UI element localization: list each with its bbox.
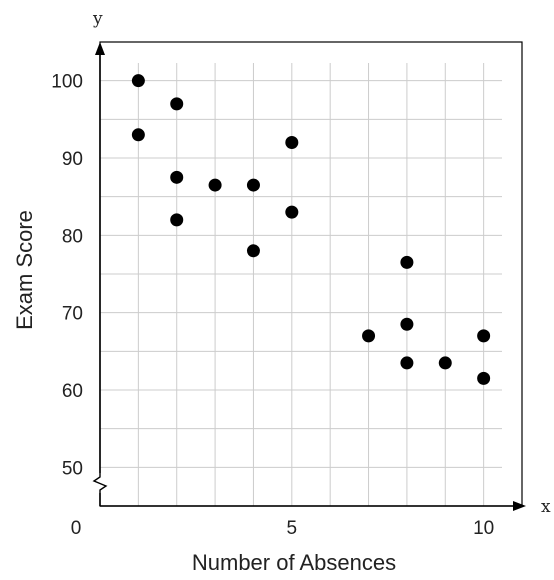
grid-lines (100, 63, 502, 506)
y-axis-break (92, 473, 108, 493)
y-tick-label: 100 (51, 72, 83, 93)
y-tick-label: 70 (62, 304, 83, 325)
y-axis-arrow (95, 42, 105, 55)
data-point (477, 371, 491, 385)
y-tick-label: 50 (62, 458, 83, 479)
x-axis-arrow (513, 501, 526, 511)
data-point (170, 170, 184, 184)
y-tick-label: 60 (62, 381, 83, 402)
x-axis-title: Number of Absences (192, 550, 396, 575)
data-point (131, 128, 145, 142)
data-points (131, 74, 491, 385)
tick-labels: 50 60 70 80 90 100 5 10 (51, 72, 494, 539)
x-tick-label: 5 (287, 518, 298, 539)
data-point (246, 244, 260, 258)
y-axis-letter: y (92, 9, 103, 29)
data-point (400, 356, 414, 370)
data-point (285, 136, 299, 150)
data-point (285, 205, 299, 219)
x-tick-label: 10 (473, 518, 494, 539)
data-point (362, 329, 376, 343)
data-point (131, 74, 145, 88)
y-axis-title: Exam Score (12, 210, 37, 330)
data-point (170, 213, 184, 227)
axes (92, 42, 526, 511)
y-tick-label: 90 (62, 149, 83, 170)
data-point (246, 178, 260, 192)
data-point (208, 178, 222, 192)
x-axis-letter: x (541, 497, 551, 517)
data-point (400, 317, 414, 331)
data-point (438, 356, 452, 370)
y-tick-label: 80 (62, 226, 83, 247)
data-point (170, 97, 184, 111)
data-point (477, 329, 491, 343)
data-point (400, 255, 414, 269)
origin-label: 0 (71, 518, 82, 539)
